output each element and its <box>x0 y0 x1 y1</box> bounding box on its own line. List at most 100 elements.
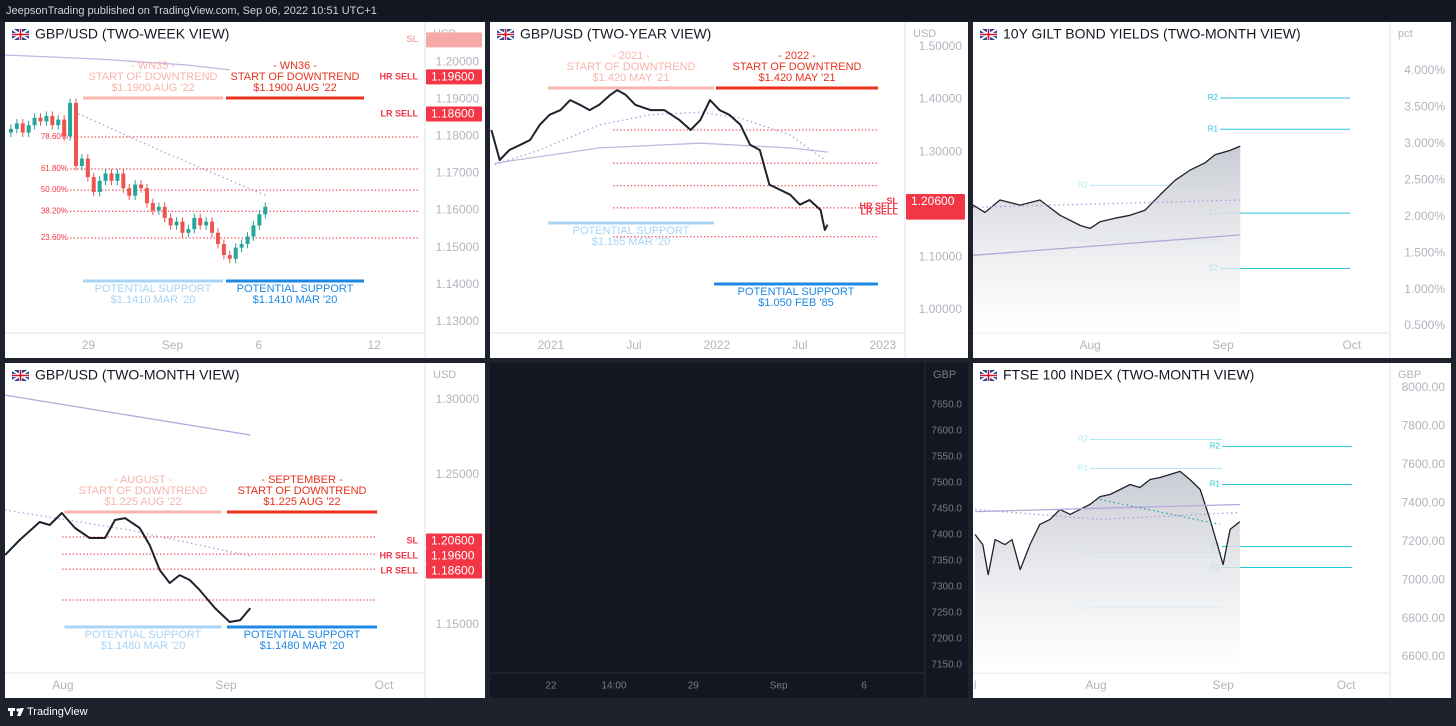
annotation-text: - AUGUST - <box>114 474 173 486</box>
level-label: 23.60% <box>41 233 68 242</box>
price-tag-name: HR SELL <box>379 71 418 81</box>
price-tag-name: LR SELL <box>861 206 899 216</box>
annotation-bar <box>226 96 364 100</box>
x-tick-label: 12 <box>367 338 381 352</box>
y-tick-label: 1.17000 <box>436 166 480 180</box>
x-tick-label: Aug <box>52 678 73 692</box>
candle-body <box>121 173 126 189</box>
y-tick-label: 7000.00 <box>1402 572 1446 586</box>
y-tick-label: 1.000% <box>1404 282 1445 296</box>
panel: GBP 7650.0 7600.0 7550.0 7500.0 7450.0 7400.0 7… <box>490 363 968 698</box>
candle-body <box>251 225 256 237</box>
x-tick-label: Jul <box>961 678 976 692</box>
candle-body <box>257 214 262 226</box>
x-tick-label: Sep <box>770 681 788 692</box>
y-tick-label: 1.30000 <box>919 144 963 158</box>
level-label: R2 <box>1078 181 1089 190</box>
candle-body <box>227 255 232 259</box>
y-tick-label: 7200.0 <box>931 634 962 645</box>
line <box>5 54 230 71</box>
annotation-text: $1.050 FEB '85 <box>758 297 834 309</box>
annotation-text: - 2022 - <box>778 50 816 62</box>
panel: pct 4.000% 3.500% 3.000% 2.500% 2.000% 1.500% 1… <box>973 22 1451 358</box>
x-tick-label: Aug <box>1079 338 1100 352</box>
price-tag-label: 1.19600 <box>431 549 475 563</box>
line <box>5 509 251 557</box>
line <box>973 234 1241 256</box>
annotation-text: $1.420 MAY '21 <box>759 72 836 84</box>
price-tag-name: SL <box>886 196 898 206</box>
unit-label: USD <box>433 369 456 381</box>
level-label: 61.80% <box>41 164 68 173</box>
line <box>975 508 1240 521</box>
annotation-bar <box>226 279 364 283</box>
price-tag <box>426 563 482 579</box>
line <box>490 89 829 231</box>
panel-bg <box>5 363 485 698</box>
candle-body <box>109 173 114 181</box>
y-tick-label: 1.19000 <box>436 91 480 105</box>
annotation-text: $1.420 MAY '21 <box>593 72 670 84</box>
candle-body <box>26 125 31 133</box>
price-tag-label: 1.20600 <box>431 534 475 548</box>
annotation-text: - WN35 - <box>131 60 175 72</box>
price-tag <box>426 69 482 85</box>
y-tick-label: 1.13000 <box>436 314 480 328</box>
candle-body <box>139 184 144 189</box>
y-tick-label: 7600.00 <box>1402 457 1446 471</box>
x-tick-label: 29 <box>688 681 700 692</box>
price-tag-name: SL <box>406 34 418 44</box>
candle-body <box>44 115 49 122</box>
line <box>494 111 826 166</box>
candle-body <box>210 221 215 233</box>
x-tick-label: Jul <box>792 338 807 352</box>
candle-body <box>56 119 61 126</box>
annotation-text: $1.225 AUG '22 <box>104 496 181 508</box>
area <box>973 146 1241 333</box>
annotation-text: START OF DOWNTREND <box>231 71 360 83</box>
y-tick-label: 7200.00 <box>1402 534 1446 548</box>
candle-body <box>186 229 191 233</box>
y-tick-label: 1.500% <box>1404 245 1445 259</box>
annotation-text: - 2021 - <box>612 50 650 62</box>
annotation-bar <box>227 510 377 514</box>
y-tick-label: 7400.00 <box>1402 495 1446 509</box>
candle-body <box>221 243 226 256</box>
y-tick-label: 1.50000 <box>919 39 963 53</box>
candle-body <box>103 173 108 181</box>
annotation-text: $1.1410 MAR '20 <box>253 294 338 306</box>
price-tag-label: 1.20600 <box>911 194 955 208</box>
annotation-bar <box>64 510 222 514</box>
candle-body <box>91 177 96 192</box>
x-tick-label: Sep <box>215 678 237 692</box>
candle-body <box>14 123 19 129</box>
candle-body <box>97 180 102 192</box>
line <box>69 109 266 196</box>
annotation-text: - SEPTEMBER - <box>261 474 343 486</box>
x-tick-label: Aug <box>1085 678 1106 692</box>
chart-title: GBP/USD (TWO-YEAR VIEW) <box>520 26 711 42</box>
panel: USD1.300001.250001.200001.15000AugSepOct… <box>5 363 485 698</box>
y-tick-label: 1.30000 <box>436 392 480 406</box>
candle-body <box>174 221 179 226</box>
price-tag-name: LR SELL <box>381 108 419 118</box>
annotation-bar <box>716 86 878 90</box>
candle-body <box>32 117 37 126</box>
candle-body <box>245 236 250 244</box>
y-tick-label: 1.15000 <box>436 617 480 631</box>
y-tick-label: 7400.0 <box>931 530 962 541</box>
x-tick-label: 2021 <box>538 338 565 352</box>
candle-body <box>62 119 67 137</box>
price-tag-name: LR SELL <box>381 565 419 575</box>
candle-body <box>68 102 73 137</box>
unit-label: USD <box>913 28 936 40</box>
y-tick-label: 7450.0 <box>931 504 962 515</box>
area <box>975 471 1240 673</box>
price-tag <box>426 548 482 564</box>
candle-body <box>162 206 167 218</box>
y-tick-label: 8000.00 <box>1402 380 1446 394</box>
flag-cross <box>980 370 997 381</box>
x-tick-label: Sep <box>1212 338 1234 352</box>
price-tag-label: 1.19600 <box>431 70 475 84</box>
